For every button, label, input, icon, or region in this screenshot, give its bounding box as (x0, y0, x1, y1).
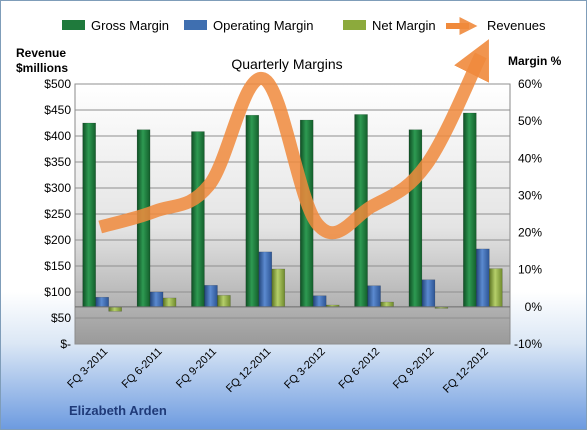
left-tick-label: $50 (51, 311, 71, 325)
legend-swatch-gross-margin (62, 20, 85, 30)
bar-gross-margin (463, 112, 477, 308)
category-label: FQ 3-2011 (65, 346, 110, 391)
legend-swatch-operating-margin (184, 20, 207, 30)
legend-label-operating-margin: Operating Margin (213, 18, 313, 33)
revenue-series (98, 39, 490, 240)
legend-label-gross-margin: Gross Margin (91, 18, 169, 33)
left-tick-label: $450 (44, 103, 71, 117)
bar-net-margin (162, 297, 177, 308)
bar-operating-margin (476, 248, 490, 308)
category-label: FQ 6-2011 (120, 346, 165, 391)
company-label: Elizabeth Arden (69, 403, 167, 418)
left-tick-label: $300 (44, 181, 71, 195)
bar-operating-margin (421, 279, 436, 308)
bar-operating-margin (95, 296, 109, 308)
left-tick-label: $500 (44, 77, 71, 91)
bar-series (75, 112, 510, 312)
legend-label-revenues: Revenues (487, 18, 546, 33)
left-tick-label: $250 (44, 207, 71, 221)
left-tick-label: $350 (44, 155, 71, 169)
legend-swatch-net-margin (343, 20, 366, 30)
right-tick-label: 30% (518, 188, 542, 202)
bar-operating-margin (204, 285, 218, 308)
bar-net-margin (271, 268, 286, 308)
chart-title: Quarterly Margins (231, 56, 342, 72)
category-label: FQ 12-2011 (224, 346, 273, 395)
category-label: FQ 12-2012 (441, 346, 491, 396)
bar-gross-margin (245, 114, 260, 308)
legend-label-net-margin: Net Margin (372, 18, 436, 33)
bar-operating-margin (258, 251, 273, 308)
category-label: FQ 9-2011 (174, 346, 219, 391)
left-axis-ticks: $- $50 $100 $150 $200 $250 $300 $350 $400 $450 $50… (44, 77, 71, 351)
bar-operating-margin (149, 291, 164, 308)
revenues-line (98, 39, 490, 240)
right-axis-title: Margin % (508, 54, 562, 68)
right-tick-label: 10% (518, 263, 542, 277)
left-tick-label: $100 (44, 285, 71, 299)
left-tick-label: $200 (44, 233, 71, 247)
left-tick-label: $400 (44, 129, 71, 143)
category-labels: FQ 3-2011 FQ 6-2011 FQ 9-2011 FQ 12-2011 FQ … (65, 346, 491, 396)
category-label: FQ 3-2012 (282, 346, 328, 392)
right-tick-label: 0% (525, 300, 543, 314)
right-tick-label: 40% (518, 151, 542, 165)
legend: Gross Margin Operating Margin Net Margin… (62, 17, 546, 35)
category-label: FQ 9-2012 (391, 346, 437, 392)
right-tick-label: 60% (518, 77, 542, 91)
left-tick-label: $150 (44, 259, 71, 273)
right-axis-ticks: -10% 0% 10% 20% 30% 40% 50% 60% (514, 77, 542, 351)
right-tick-label: 20% (518, 226, 542, 240)
bar-gross-margin (82, 122, 96, 308)
bar-net-margin (380, 301, 394, 308)
bar-net-margin (489, 268, 503, 308)
left-tick-label: $- (60, 337, 71, 351)
bar-net-margin (108, 306, 122, 312)
category-label: FQ 6-2012 (337, 346, 383, 392)
left-axis-title: Revenue $millions (16, 46, 68, 75)
bar-net-margin (217, 295, 231, 308)
bar-operating-margin (367, 285, 381, 308)
bar-gross-margin (191, 131, 205, 308)
bar-gross-margin (408, 129, 423, 308)
right-tick-label: -10% (514, 337, 542, 351)
bar-operating-margin (312, 295, 327, 308)
right-tick-label: 50% (518, 114, 542, 128)
